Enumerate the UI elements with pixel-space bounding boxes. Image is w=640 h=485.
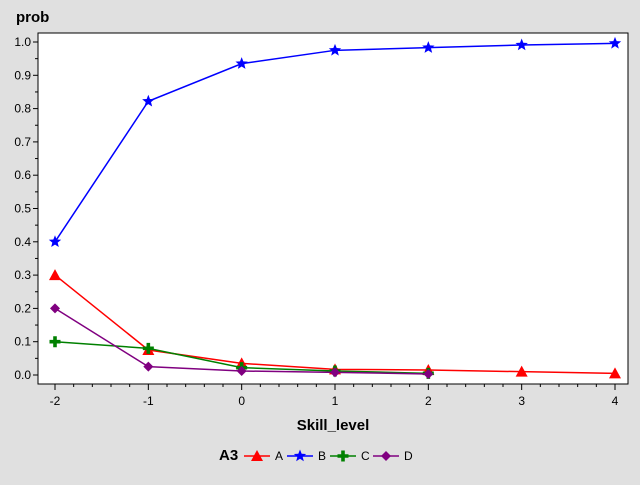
legend-item-a: A xyxy=(244,449,283,463)
series-b xyxy=(48,36,622,248)
data-point-b xyxy=(235,57,248,69)
series-d xyxy=(50,303,434,380)
legend-label-a: A xyxy=(275,449,283,463)
y-tick-label: 0.8 xyxy=(14,102,31,116)
data-point-d xyxy=(423,369,434,380)
legend-label-c: C xyxy=(361,449,370,463)
y-tick-label: 0.5 xyxy=(14,202,31,216)
x-tick-label: 2 xyxy=(425,394,432,408)
data-point-d xyxy=(143,361,154,372)
y-tick-label: 0.2 xyxy=(14,301,31,315)
data-point-b xyxy=(48,235,62,248)
legend-label-b: B xyxy=(318,449,326,463)
x-axis-title: Skill_level xyxy=(297,417,370,434)
legend-label-d: D xyxy=(404,449,413,463)
data-point-d xyxy=(330,367,340,378)
legend-item-c: C xyxy=(330,449,370,463)
legend-item-b: B xyxy=(287,449,326,463)
legend-item-d: D xyxy=(373,449,413,463)
data-point-c xyxy=(49,336,61,348)
data-point-d xyxy=(236,366,247,377)
x-tick-label: 1 xyxy=(332,394,339,408)
legend-marker-c xyxy=(337,450,349,462)
legend-marker-b xyxy=(293,449,307,462)
legend-marker-a xyxy=(251,450,263,461)
x-tick-label: 3 xyxy=(518,394,525,408)
axes: 0.0 0.1 0.2 0.3 0.4 0.5 0.6 0.7 0.8 0.9 1.0 -2 -1 0 1 2… xyxy=(14,35,618,408)
x-tick-label: 4 xyxy=(612,394,619,408)
y-tick-label: 0.4 xyxy=(14,235,31,249)
y-axis-title: prob xyxy=(16,9,49,26)
data-point-b xyxy=(515,38,528,51)
y-tick-label: 1.0 xyxy=(14,35,31,49)
y-tick-label: 0.7 xyxy=(14,135,31,149)
legend-marker-d xyxy=(381,451,391,461)
plot-area xyxy=(37,32,629,385)
data-point-a xyxy=(515,365,528,377)
legend: A3 A B C D xyxy=(219,447,413,464)
x-tick-label: -1 xyxy=(143,394,154,408)
x-tick-label: 0 xyxy=(238,394,245,408)
y-tick-label: 0.9 xyxy=(14,68,31,82)
data-point-b xyxy=(422,41,435,53)
legend-title: A3 xyxy=(219,447,238,464)
x-tick-label: -2 xyxy=(50,394,61,408)
data-point-b xyxy=(142,94,155,107)
data-point-a xyxy=(49,269,61,281)
y-tick-label: 0.0 xyxy=(14,368,31,382)
data-point-b xyxy=(608,36,622,49)
data-point-a xyxy=(609,367,621,379)
data-point-d xyxy=(50,303,60,314)
series-group xyxy=(48,36,622,380)
data-point-c xyxy=(142,342,154,354)
y-tick-label: 0.3 xyxy=(14,268,31,282)
y-tick-label: 0.1 xyxy=(14,335,31,349)
data-point-b xyxy=(328,43,342,56)
y-tick-label: 0.6 xyxy=(14,168,31,182)
